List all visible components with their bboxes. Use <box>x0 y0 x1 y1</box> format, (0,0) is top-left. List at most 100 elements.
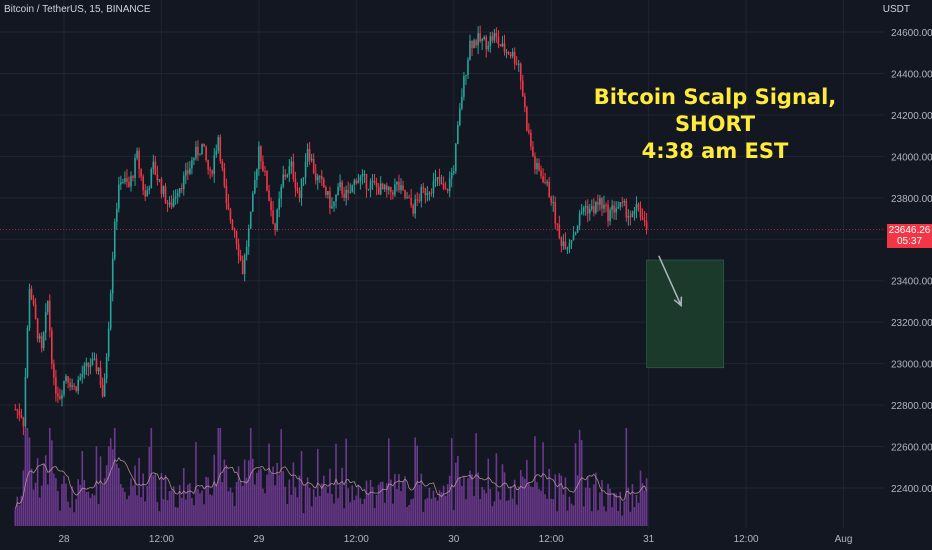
candle-body <box>357 180 360 184</box>
volume-bar <box>414 437 416 526</box>
volume-bar <box>312 489 315 526</box>
volume-bar <box>408 505 410 526</box>
volume-bar <box>288 479 291 526</box>
candle-body <box>278 198 280 210</box>
volume-bar <box>446 484 449 526</box>
candle-body <box>231 220 234 229</box>
candle-body <box>300 178 303 198</box>
candle-body <box>18 410 21 416</box>
candle-body <box>385 185 388 191</box>
volume-bar <box>444 495 447 526</box>
volume-bar <box>613 492 615 526</box>
candle-body <box>521 80 524 97</box>
candle-body <box>392 192 394 195</box>
candle-body <box>276 209 278 231</box>
candle-body <box>568 243 571 249</box>
volume-bar <box>410 499 412 526</box>
candle-body <box>268 190 270 202</box>
candle-body <box>164 186 167 203</box>
volume-bar <box>580 440 583 526</box>
volume-bar <box>209 494 211 526</box>
candle-body <box>528 130 530 133</box>
volume-bar <box>73 512 75 526</box>
volume-bar <box>582 506 585 526</box>
candle-body <box>69 382 71 387</box>
candle-body <box>152 161 155 170</box>
candle-body <box>298 191 301 198</box>
volume-bar <box>428 487 431 526</box>
candle-body <box>517 63 520 65</box>
volume-bar <box>643 490 646 526</box>
volume-bar <box>562 494 565 526</box>
volume-bar <box>140 497 142 526</box>
volume-bar <box>71 486 73 526</box>
candle-body <box>67 376 69 383</box>
volume-bar <box>438 490 441 526</box>
candle-body <box>53 363 55 378</box>
volume-bar <box>375 494 378 526</box>
volume-bar <box>164 474 167 526</box>
candle-body <box>635 203 638 212</box>
candle-body <box>115 208 118 222</box>
grid-lines <box>0 0 884 528</box>
y-tick-label: 23000.00 <box>891 360 932 371</box>
volume-bar <box>515 504 518 526</box>
volume-bar <box>548 468 550 526</box>
candle-body <box>406 197 408 199</box>
volume-bar <box>637 502 640 526</box>
volume-bar <box>284 486 287 526</box>
candle-body <box>189 168 191 174</box>
volume-bar <box>568 496 571 526</box>
volume-bar <box>272 466 274 526</box>
volume-bar <box>314 496 317 526</box>
candle-body <box>410 198 412 206</box>
volume-bar <box>390 479 392 526</box>
volume-bar <box>578 429 581 526</box>
x-tick-label: 28 <box>58 534 70 545</box>
candle-body <box>243 255 246 275</box>
volume-bar <box>233 505 236 526</box>
candle-body <box>479 33 481 42</box>
volume-bar <box>201 490 203 526</box>
volume-bar <box>556 511 559 526</box>
candle-body <box>284 174 287 177</box>
time-axis[interactable]: 28 12:00 29 12:00 30 12:00 31 12:00 Aug <box>58 534 852 545</box>
candle-body <box>85 362 88 366</box>
volume-bar <box>290 494 293 526</box>
volume-bar <box>170 490 173 526</box>
volume-bar <box>621 515 624 526</box>
candle-body <box>310 158 313 161</box>
volume-bar <box>499 499 502 526</box>
candle-body <box>544 182 546 184</box>
candle-body <box>355 180 358 184</box>
candle-body <box>550 197 552 203</box>
volume-bar <box>14 508 17 526</box>
volume-bar <box>203 504 205 526</box>
candle-body <box>292 161 295 180</box>
last-price-value: 23646.26 <box>888 225 931 236</box>
volume-bar <box>87 491 90 526</box>
volume-bar <box>477 472 479 526</box>
candle-body <box>140 168 142 177</box>
candle-body <box>434 178 437 182</box>
candle-body <box>473 40 475 48</box>
volume-bar <box>120 483 122 526</box>
candle-body <box>347 189 349 193</box>
candle-body <box>333 201 335 207</box>
volume-bar <box>574 443 577 526</box>
candle-body <box>414 199 416 214</box>
volume-bar <box>586 476 589 526</box>
volume-bar <box>239 481 242 526</box>
candle-body <box>465 74 467 76</box>
volume-bar <box>385 483 388 526</box>
candle-body <box>558 224 561 238</box>
candle-body <box>394 184 396 195</box>
candle-body <box>388 186 390 191</box>
volume-bar <box>639 470 642 526</box>
volume-bar <box>422 511 425 526</box>
candle-body <box>448 178 451 191</box>
volume-bar <box>607 483 609 526</box>
volume-bar <box>365 480 368 526</box>
